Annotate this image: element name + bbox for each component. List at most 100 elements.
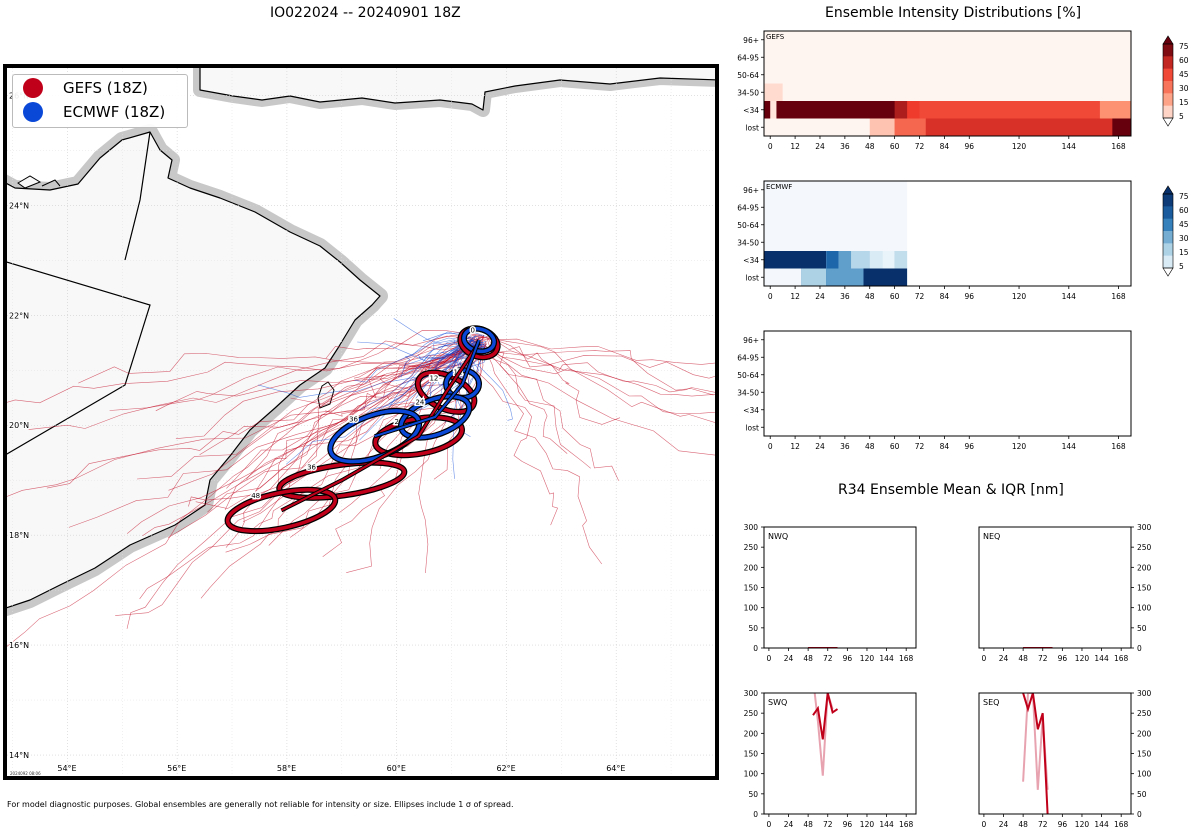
intensity-hour-label: 120 (1012, 142, 1027, 151)
r34-x-tick-label: 0 (982, 820, 987, 829)
intensity-hour-label: 168 (1111, 442, 1126, 451)
ensemble-track-line (175, 335, 475, 439)
r34-lines (812, 693, 839, 776)
r34-y-tick-label: 0 (1137, 810, 1142, 819)
ecmwf-hour-label: 36 (349, 416, 358, 424)
r34-panel-neq: NEQ 0 50 100 150 200 250 300 0 24 48 72 96 120 144 168 (978, 523, 1152, 663)
ensemble-track-line (477, 337, 715, 414)
colorbar-top-arrow (1162, 35, 1174, 45)
ensemble-track-line (474, 343, 559, 526)
r34-x-tick-label: 168 (1114, 820, 1129, 829)
ecmwf-hour-label: 24 (415, 399, 424, 407)
r34-y-tick-label: 300 (744, 523, 759, 532)
colorbar-band (1163, 206, 1173, 220)
intensity-cell (894, 118, 926, 136)
ensemble-track-line (78, 340, 480, 384)
intensity-hour-label: 60 (890, 292, 900, 301)
r34-y-tick-label: 50 (748, 790, 758, 799)
r34-mean-line (1022, 693, 1049, 814)
r34-y-tick-label: 150 (744, 584, 759, 593)
r34-x-tick-label: 0 (767, 820, 772, 829)
r34-x-tick-label: 72 (823, 820, 833, 829)
colorbar-band (1163, 255, 1173, 269)
colorbar-frame (1162, 43, 1174, 119)
intensity-hour-label: 84 (940, 292, 950, 301)
r34-y-tick-label: 250 (1137, 709, 1152, 718)
r34-y-tick-label: 250 (744, 709, 759, 718)
r34-x-tick-label: 0 (767, 654, 772, 663)
land-layer (7, 68, 715, 617)
legend-item-ecmwf: ECMWF (18Z) (23, 102, 165, 122)
intensity-distribution-panels[interactable]: GEFS 96+ 64-95 50-64 34-50 <34 lost 0 12 24 36 48 60… (720, 20, 1200, 460)
intensity-hour-label: 0 (768, 292, 773, 301)
colorbar-tick-label: 60 (1179, 206, 1189, 215)
r34-quadrant-label: NEQ (983, 532, 1000, 541)
intensity-hour-label: 168 (1111, 142, 1126, 151)
ecmwf-colorbar: 75 60 45 30 15 5 (1162, 185, 1189, 277)
intensity-cell (907, 101, 920, 119)
r34-y-tick-label: 50 (1137, 624, 1147, 633)
intensity-cell (838, 251, 852, 269)
gefs-mean-track (280, 342, 480, 512)
colorbar-band (1163, 68, 1173, 82)
intensity-category-label: lost (745, 423, 759, 432)
r34-x-tick-label: 96 (843, 820, 853, 829)
r34-x-tick-label: 72 (1038, 820, 1048, 829)
colorbar-frame (1162, 193, 1174, 269)
intensity-cell (894, 251, 908, 269)
intensity-cell (913, 118, 1131, 136)
intensity-hour-label: 72 (915, 142, 925, 151)
intensity-category-label: <34 (743, 406, 759, 415)
r34-y-tick-label: 250 (744, 543, 759, 552)
r34-x-tick-label: 168 (899, 820, 914, 829)
intensity-cell (764, 251, 827, 269)
gefs-marker-icon (23, 78, 43, 98)
r34-x-tick-label: 96 (843, 654, 853, 663)
intensity-cell (869, 118, 895, 136)
r34-title: R34 Ensemble Mean & IQR [nm] (838, 482, 1064, 498)
intensity-panel-frame (763, 180, 1132, 287)
r34-x-tick-label: 120 (860, 820, 875, 829)
colorbar-tick-label: 75 (1179, 192, 1189, 201)
r34-x-tick-label: 96 (1058, 820, 1068, 829)
legend-item-gefs: GEFS (18Z) (23, 78, 148, 98)
r34-y-tick-label: 300 (1137, 523, 1152, 532)
intensity-panel-frame (763, 330, 1132, 437)
intensity-category-label: 64-95 (737, 203, 759, 212)
r34-y-tick-label: 200 (744, 563, 759, 572)
intensity-hour-label: 36 (840, 142, 850, 151)
intensity-category-label: <34 (743, 106, 759, 115)
r34-x-tick-label: 168 (899, 654, 914, 663)
r34-x-tick-label: 120 (1075, 654, 1090, 663)
intensity-hour-label: 24 (815, 292, 825, 301)
r34-x-tick-label: 48 (1018, 654, 1028, 663)
intensity-hour-label: 24 (815, 442, 825, 451)
colorbar-tick-label: 30 (1179, 234, 1189, 243)
r34-x-tick-label: 144 (1094, 654, 1109, 663)
country-border (7, 261, 151, 455)
intensity-panel-empty: 96+ 64-95 50-64 34-50 <34 lost 0 12 24 36 48 60 72 84… (737, 330, 1132, 451)
r34-x-tick-label: 48 (803, 654, 813, 663)
r34-y-tick-label: 200 (1137, 729, 1152, 738)
intensity-hour-label: 72 (915, 292, 925, 301)
r34-panel-seq: SEQ 0 50 100 150 200 250 300 0 24 48 72 96 120 144 168 (978, 689, 1152, 829)
ensemble-track-line (472, 345, 715, 379)
intensity-category-label: 50-64 (737, 371, 759, 380)
intensity-title: Ensemble Intensity Distributions [%] (825, 5, 1082, 21)
intensity-category-label: lost (745, 123, 759, 132)
gefs-ellipse (225, 488, 337, 533)
ensemble-track-line (268, 347, 471, 546)
ensemble-track-line (472, 343, 568, 454)
gefs-hour-label: 36 (307, 463, 316, 471)
r34-x-tick-label: 24 (999, 654, 1009, 663)
r34-x-tick-label: 144 (879, 820, 894, 829)
r34-y-tick-label: 50 (1137, 790, 1147, 799)
ensemble-track-line (486, 336, 619, 481)
ecmwf-marker-icon (23, 102, 43, 122)
colorbar-band (1163, 93, 1173, 107)
colorbar-band (1163, 243, 1173, 257)
intensity-category-label: 34-50 (737, 238, 759, 247)
intensity-hour-label: 48 (865, 292, 875, 301)
